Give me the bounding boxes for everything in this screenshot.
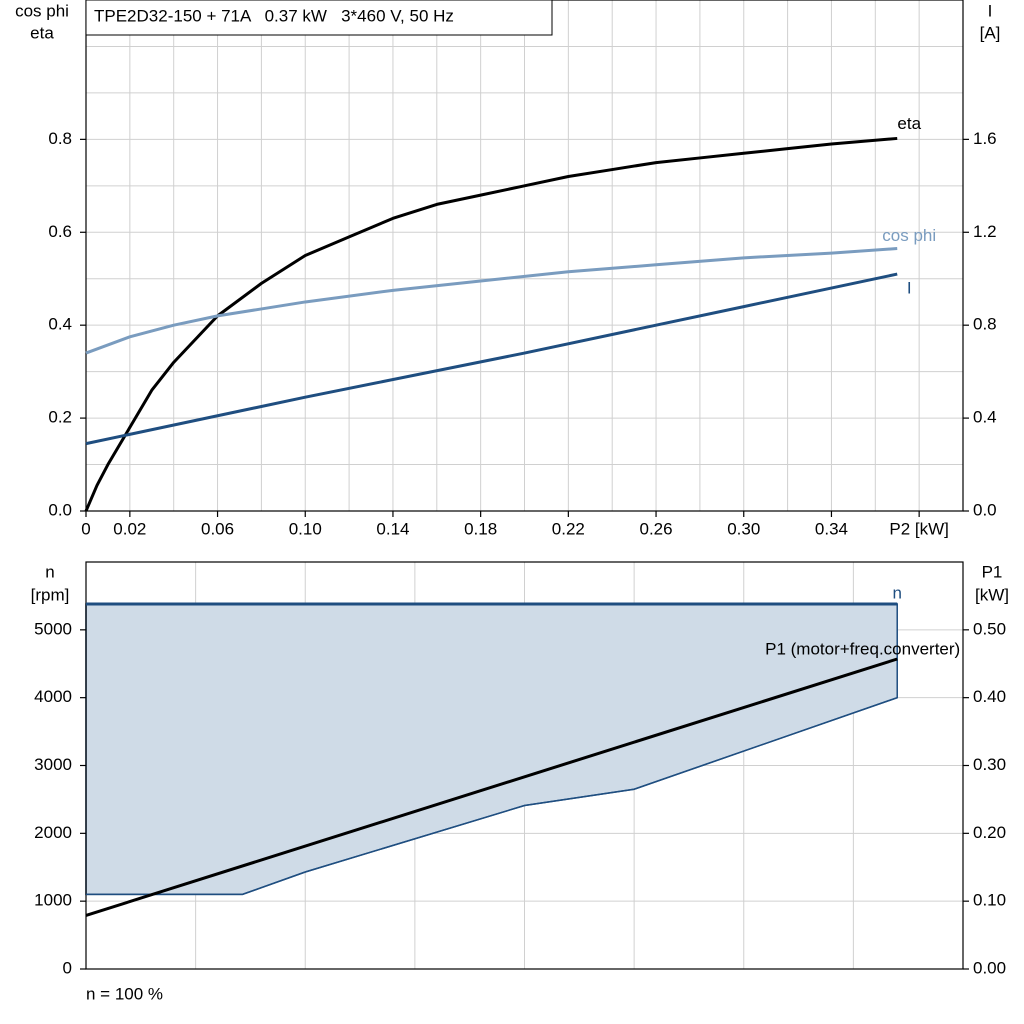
y2-tick-label: 0.40 (973, 687, 1006, 706)
y2-axis-label: P1 (982, 562, 1003, 581)
x-tick-label: 0.14 (376, 519, 409, 538)
x-tick-label: P2 [kW] (889, 519, 949, 538)
series-line (85, 657, 898, 917)
y-tick-label: 5000 (34, 619, 72, 638)
series-line (85, 272, 898, 446)
x-tick-label: 0.34 (815, 519, 848, 538)
y-tick-label: 3000 (34, 755, 72, 774)
series-label: I (907, 279, 912, 298)
y2-tick-label: 0.0 (973, 500, 997, 519)
title-box (85, 0, 553, 36)
y-axis-label: n (45, 562, 54, 581)
y2-tick-label: 0.50 (973, 619, 1006, 638)
series-label: n (892, 584, 901, 603)
y-tick-label: 0.0 (48, 500, 72, 519)
y2-axis-label: I (988, 1, 993, 20)
y-axis-label: eta (30, 23, 54, 42)
x-tick-label: 0.02 (113, 519, 146, 538)
y2-tick-label: 0.4 (973, 408, 997, 427)
note: n = 100 % (86, 984, 163, 1003)
y2-axis-label: [kW] (975, 585, 1009, 604)
y2-tick-label: 0.20 (973, 823, 1006, 842)
y-tick-label: 4000 (34, 687, 72, 706)
y-tick-label: 0 (63, 958, 72, 977)
y-tick-label: 0.4 (48, 315, 72, 334)
y-tick-label: 0.8 (48, 129, 72, 148)
series-label: cos phi (882, 226, 936, 245)
y-axis-label: [rpm] (31, 585, 70, 604)
y2-tick-label: 1.2 (973, 222, 997, 241)
y2-tick-label: 0.8 (973, 315, 997, 334)
y2-tick-label: 0.00 (973, 958, 1006, 977)
band-edge (86, 696, 898, 896)
plot-frame (85, 0, 964, 512)
x-tick-label: 0.18 (464, 519, 497, 538)
y-tick-label: 0.2 (48, 408, 72, 427)
y-tick-label: 2000 (34, 823, 72, 842)
x-tick-label: 0 (81, 519, 90, 538)
y2-tick-label: 0.10 (973, 891, 1006, 910)
series-label: eta (897, 114, 921, 133)
x-tick-label: 0.30 (727, 519, 760, 538)
x-tick-label: 0.22 (552, 519, 585, 538)
y2-axis-label: [A] (980, 23, 1001, 42)
series-line (85, 247, 898, 355)
chart-title: TPE2D32-150 + 71A 0.37 kW 3*460 V, 50 Hz (94, 6, 454, 25)
series-line (84, 136, 898, 512)
y-tick-label: 1000 (34, 891, 72, 910)
x-tick-label: 0.06 (201, 519, 234, 538)
y-tick-label: 0.6 (48, 222, 72, 241)
x-tick-label: 0.26 (640, 519, 673, 538)
y2-tick-label: 1.6 (973, 129, 997, 148)
y-axis-label: cos phi (15, 1, 69, 20)
series-label: P1 (motor+freq.converter) (765, 639, 960, 658)
x-tick-label: 0.10 (289, 519, 322, 538)
y2-tick-label: 0.30 (973, 755, 1006, 774)
